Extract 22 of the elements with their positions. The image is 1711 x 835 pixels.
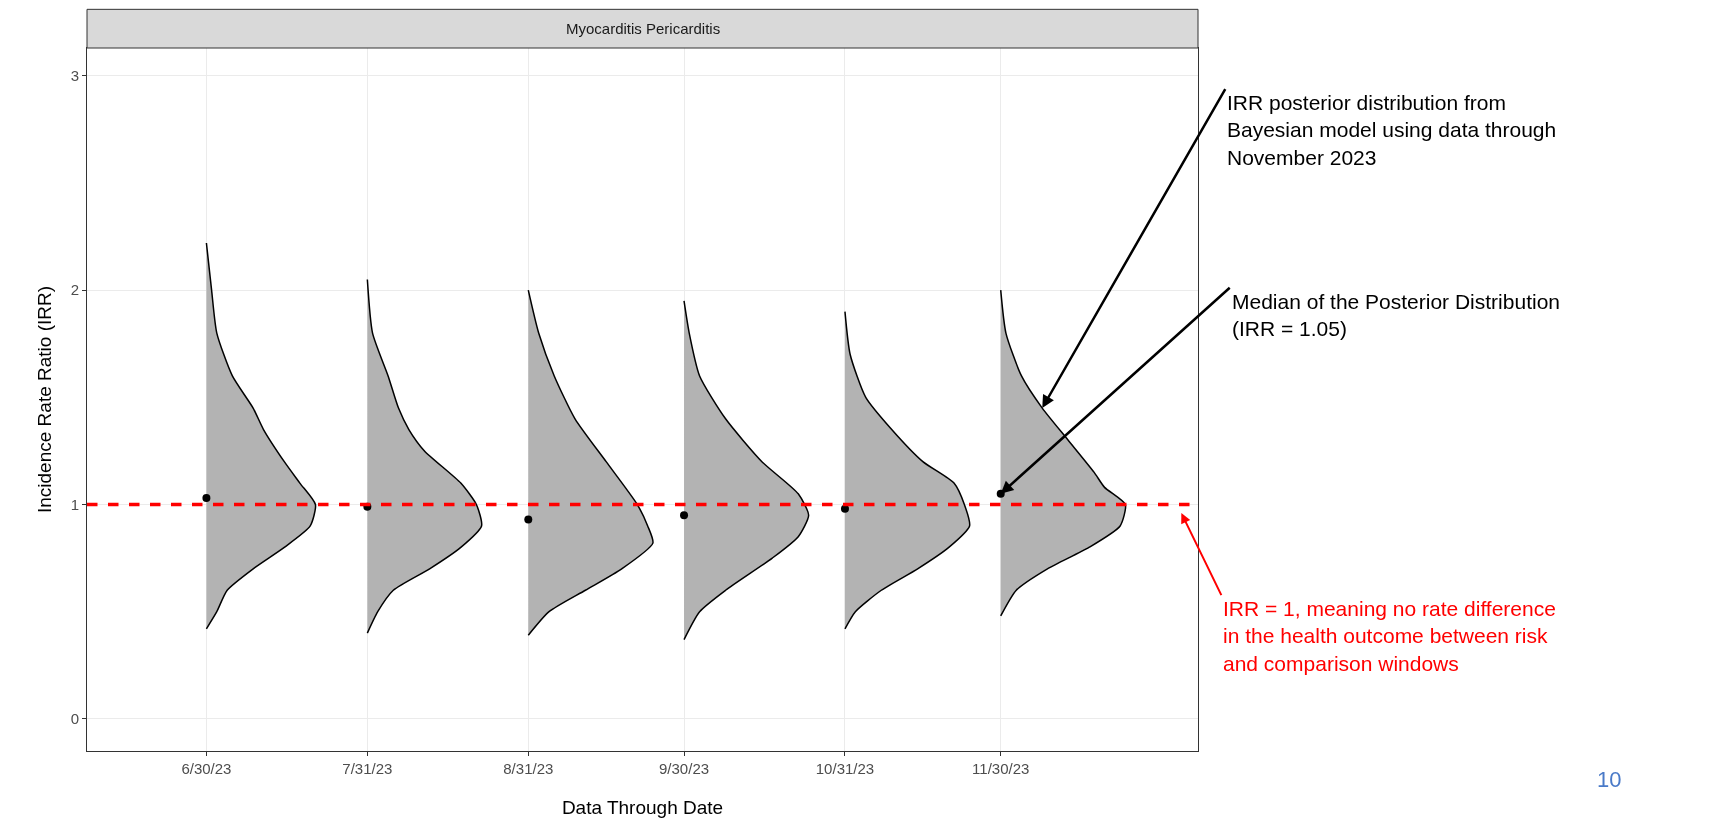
x-tick-label: 6/30/23 xyxy=(181,760,232,777)
y-tick-label: 2 xyxy=(70,281,79,299)
chart-title: Myocarditis Pericarditis xyxy=(566,20,721,37)
x-tick-label: 7/31/23 xyxy=(342,760,393,777)
annotation: Median of the Posterior Distribution (IRR = 1.05) xyxy=(1232,290,1560,341)
annotation: IRR posterior distribution from Bayesian model using data through November 2023 xyxy=(1227,91,1557,169)
point xyxy=(996,489,1005,498)
point xyxy=(524,515,533,524)
y-tick-label: 3 xyxy=(70,67,79,85)
x-axis-title: Data Through Date xyxy=(561,796,724,818)
point xyxy=(680,511,689,520)
x-tick-label: 9/30/23 xyxy=(659,760,710,777)
ref-line-label: IRR = 1, meaning no rate difference in the health outcome between risk and comparison windows xyxy=(1223,597,1556,675)
text: 10 xyxy=(1597,767,1622,792)
point xyxy=(202,494,211,503)
y-axis-title: Incidence Rate Ratio (IRR) xyxy=(33,285,55,514)
x-tick-label: 8/31/23 xyxy=(503,760,554,777)
y-tick-label: 0 xyxy=(70,710,79,728)
point xyxy=(840,504,849,513)
y-tick-label: 1 xyxy=(70,495,79,513)
x-tick-label: 11/30/23 xyxy=(972,760,1030,777)
x-tick-label: 10/31/23 xyxy=(815,760,875,777)
